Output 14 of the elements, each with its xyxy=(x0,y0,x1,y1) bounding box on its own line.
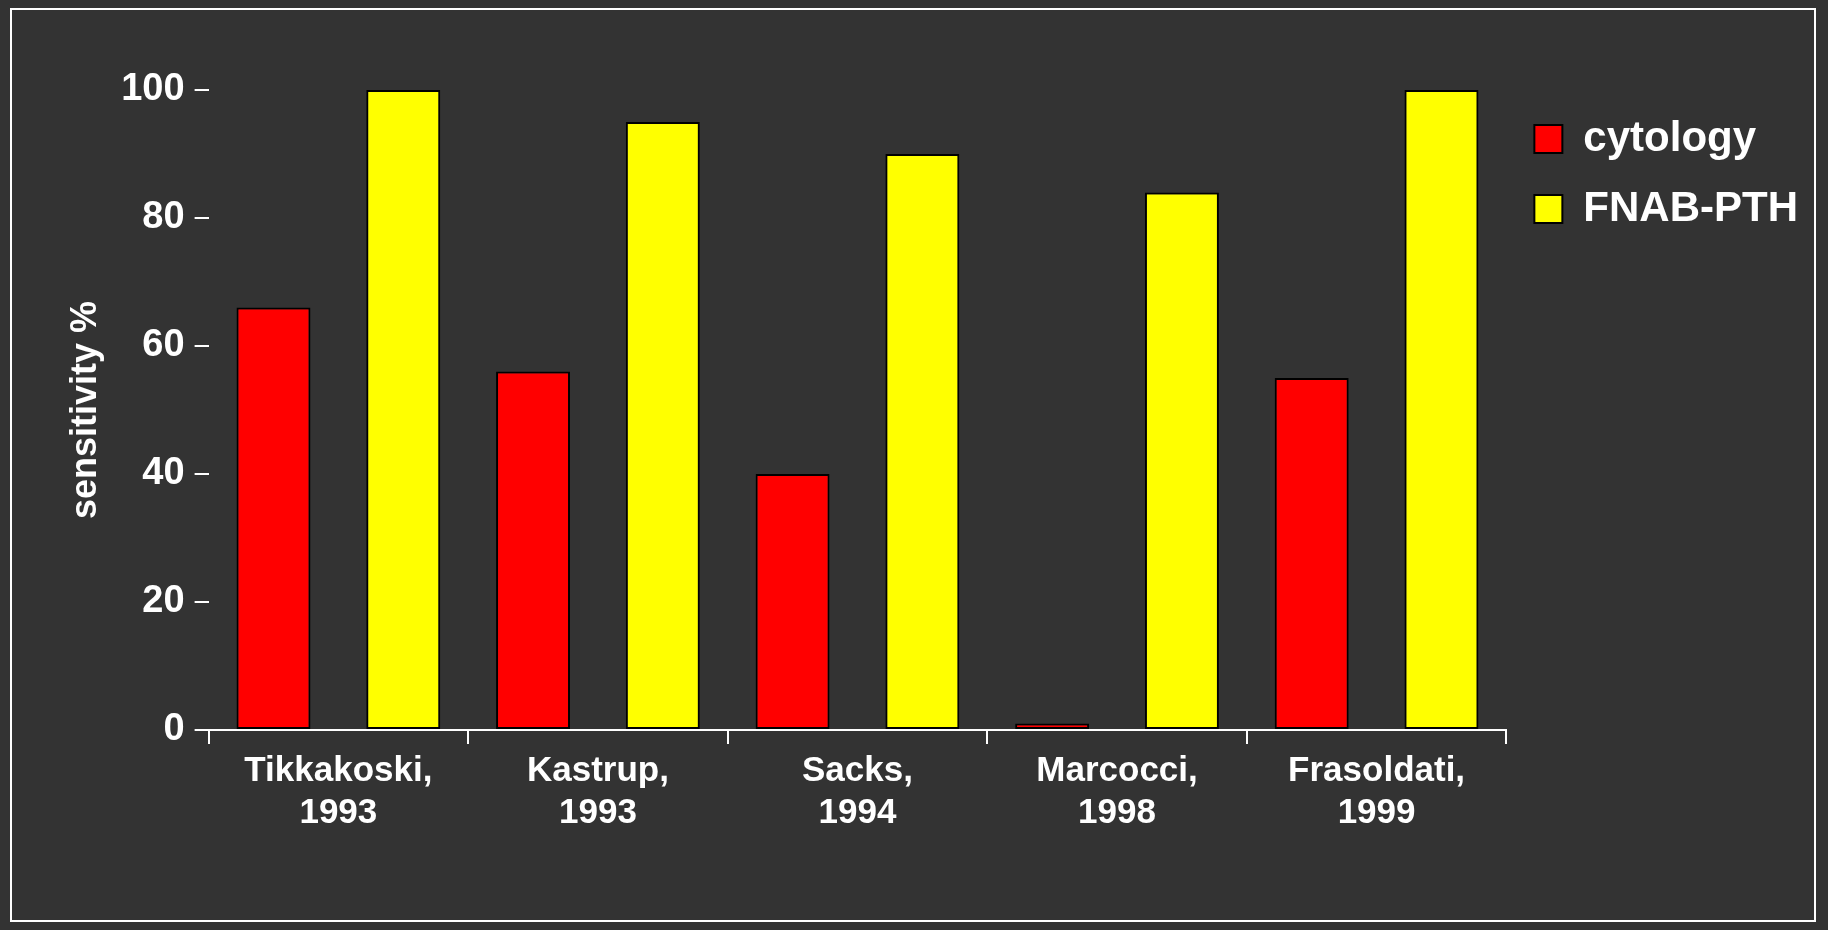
y-tick-label: 0 xyxy=(163,706,185,749)
x-tick-label: Sacks, 1994 xyxy=(802,748,913,830)
x-tick-label: Marcocci, 1998 xyxy=(1036,748,1198,830)
y-tick-label: 20 xyxy=(142,578,185,621)
y-tick-label: 80 xyxy=(142,194,185,237)
x-tick-label: Tikkakoski, 1993 xyxy=(244,748,433,830)
legend-label: cytology xyxy=(1583,112,1757,160)
x-tick-label: Kastrup, 1993 xyxy=(526,748,669,830)
x-tick-label: Frasoldati, 1999 xyxy=(1288,748,1466,830)
y-axis-title: sensitivity % xyxy=(62,300,104,520)
y-tick-label: 40 xyxy=(142,450,185,493)
y-tick-label: 60 xyxy=(142,322,185,365)
legend-label: FNAB-PTH xyxy=(1583,182,1799,230)
y-tick-label: 100 xyxy=(121,66,185,109)
